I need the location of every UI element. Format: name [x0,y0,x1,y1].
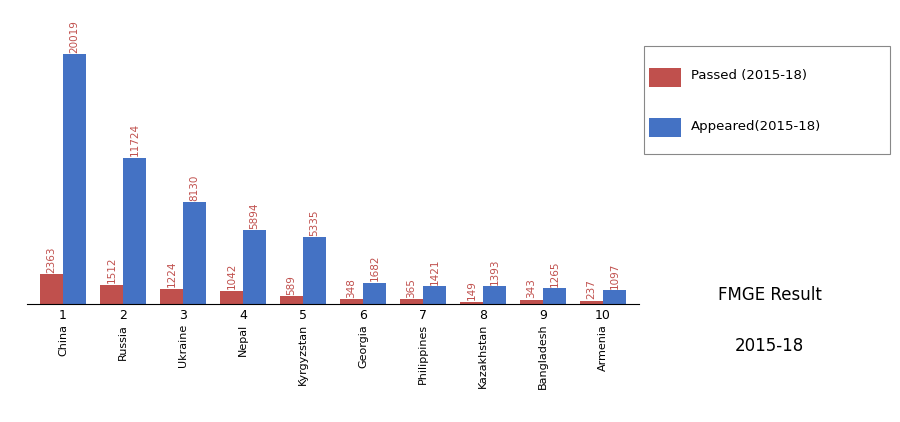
Bar [303,237,326,304]
Bar [340,300,363,304]
Text: 149: 149 [466,281,477,300]
Text: Armenia: Armenia [598,324,608,371]
Text: 5335: 5335 [310,209,320,236]
Bar [243,230,266,304]
Text: 5894: 5894 [249,202,259,229]
Bar [160,289,183,304]
Text: 1265: 1265 [549,260,560,287]
Text: 2015-18: 2015-18 [735,337,804,355]
Bar [483,287,506,304]
Text: 20019: 20019 [69,20,79,53]
Text: 237: 237 [587,279,597,299]
Bar [580,301,603,304]
Text: Appeared(2015-18): Appeared(2015-18) [691,120,822,133]
Text: 1097: 1097 [609,262,619,289]
Text: 11724: 11724 [130,123,140,156]
Text: Ukraine: Ukraine [178,324,188,367]
Bar [603,290,625,304]
Bar [40,274,63,304]
Bar [63,54,86,304]
Text: 343: 343 [526,278,536,298]
Text: 1224: 1224 [166,260,176,287]
Text: 1682: 1682 [369,255,380,281]
Bar [123,157,146,304]
Text: 1042: 1042 [227,263,237,289]
Text: Russia: Russia [118,324,128,360]
FancyBboxPatch shape [650,118,680,137]
Text: Kazakhstan: Kazakhstan [478,324,488,388]
Text: 1512: 1512 [106,257,117,284]
Text: 589: 589 [286,275,297,295]
Text: Kyrgyzstan: Kyrgyzstan [298,324,308,385]
Text: 2363: 2363 [47,246,57,273]
Text: China: China [58,324,68,356]
Text: 348: 348 [346,278,356,298]
Text: 8130: 8130 [189,175,200,201]
Text: Philippines: Philippines [418,324,428,384]
Bar [520,300,543,304]
Bar [460,302,483,304]
Bar [183,203,206,304]
Text: Georgia: Georgia [358,324,368,368]
FancyBboxPatch shape [650,68,680,87]
Text: FMGE Result: FMGE Result [717,287,822,304]
Text: 1421: 1421 [429,258,439,284]
Text: 1393: 1393 [490,258,500,285]
Text: 365: 365 [407,278,417,298]
Bar [423,286,446,304]
Bar [363,283,386,304]
Text: Bangladesh: Bangladesh [538,324,548,390]
Bar [543,288,566,304]
Bar [220,291,243,304]
Bar [400,299,423,304]
Bar [280,297,303,304]
Text: Passed (2015-18): Passed (2015-18) [691,70,807,82]
Bar [100,285,123,304]
Text: Nepal: Nepal [238,324,248,356]
